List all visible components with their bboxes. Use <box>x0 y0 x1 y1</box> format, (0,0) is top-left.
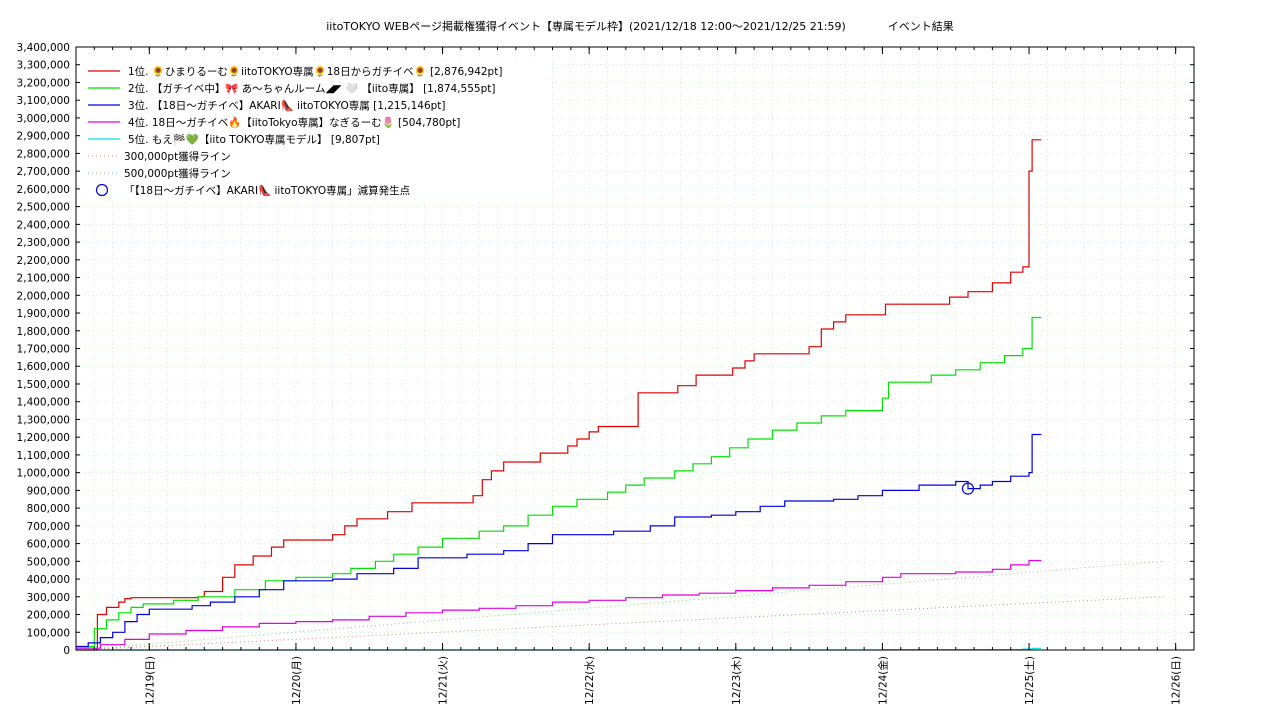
y-tick-label: 2,900,000 <box>17 131 70 143</box>
y-tick-label: 3,200,000 <box>17 77 70 89</box>
legend-background <box>80 60 550 200</box>
y-tick-label: 1,700,000 <box>17 344 70 356</box>
reference-line-6 <box>75 596 1164 651</box>
series-layer <box>76 139 1042 651</box>
legend-label-4: 4位. 18日〜ガチイベ🔥【iitoTokyo専属】なぎるーむ🌷 [504,78… <box>128 116 460 129</box>
y-tick-label: 1,600,000 <box>17 361 70 373</box>
x-tick-label: 12/26(日) <box>1171 656 1183 705</box>
annotation-layer <box>961 482 975 495</box>
y-tick-label: 3,000,000 <box>17 113 70 125</box>
reference-line-7 <box>75 560 1164 651</box>
y-tick-label: 1,800,000 <box>17 326 70 338</box>
series-line-3 <box>76 433 1042 648</box>
x-tick-label: 12/25(土) <box>1023 656 1036 705</box>
x-tick-label: 12/21(火) <box>438 656 450 705</box>
legend-annotation-marker-1 <box>95 183 109 197</box>
series-line-1 <box>76 139 1042 651</box>
x-tick-label: 12/23(木) <box>731 656 743 705</box>
x-tick-label: 12/22(水) <box>584 656 596 705</box>
x-tick-label: 12/19(日) <box>144 656 156 705</box>
y-tick-label: 1,200,000 <box>17 432 70 444</box>
x-tick-label: 12/24(金) <box>876 656 889 705</box>
y-tick-label: 2,000,000 <box>17 290 70 302</box>
y-tick-label: 800,000 <box>27 503 70 515</box>
y-tick-label: 1,900,000 <box>17 308 70 320</box>
y-tick-label: 2,400,000 <box>17 219 70 231</box>
legend-label-1: 1位. 🌻ひまりるーむ🌻iitoTOKYO専属🌻18日からガチイベ🌻 [2,87… <box>128 65 502 78</box>
y-tick-label: 2,600,000 <box>17 184 70 196</box>
annotation-marker-1 <box>961 482 975 495</box>
axis-layer: 0 100,000 200,000 300,000 400,000 500,000 600,… <box>17 42 1194 705</box>
y-tick-label: 900,000 <box>27 485 70 497</box>
y-tick-label: 700,000 <box>27 521 70 533</box>
legend-label-5: 5位. もえ🏁💚【iito TOKYO専属モデル】 [9,807pt] <box>128 133 380 146</box>
x-tick-label: 12/20(月) <box>291 656 303 705</box>
series-line-2 <box>76 316 1042 649</box>
y-tick-label: 1,400,000 <box>17 397 70 409</box>
legend-label-3: 3位. 【18日〜ガチイベ】AKARI👠 iitoTOKYO専属 [1,215,… <box>128 99 446 112</box>
y-tick-label: 2,100,000 <box>17 273 70 285</box>
y-tick-label: 2,500,000 <box>17 202 70 214</box>
y-tick-label: 2,800,000 <box>17 148 70 160</box>
y-tick-label: 1,500,000 <box>17 379 70 391</box>
y-tick-label: 2,300,000 <box>17 237 70 249</box>
series-line-4 <box>76 559 1042 649</box>
y-tick-label: 200,000 <box>27 610 70 622</box>
y-tick-label: 3,400,000 <box>17 42 70 54</box>
y-tick-label: 100,000 <box>27 627 70 639</box>
y-tick-label: 1,300,000 <box>17 414 70 426</box>
y-tick-label: 3,100,000 <box>17 95 70 107</box>
y-tick-label: 300,000 <box>27 592 70 604</box>
legend-annotation-label-1: 「【18日〜ガチイベ】AKARI👠 iitoTOKYO専属」減算発生点 <box>124 184 410 197</box>
legend: 1位. 🌻ひまりるーむ🌻iitoTOKYO専属🌻18日からガチイベ🌻 [2,87… <box>80 60 550 200</box>
y-tick-label: 1,100,000 <box>17 450 70 462</box>
legend-label-2: 2位. 【ガチイベ中】🎀 あ〜ちゃんルーム◢◤ 🤍 【iito専属】 [1,87… <box>128 82 495 95</box>
y-tick-label: 0 <box>63 645 70 657</box>
y-tick-label: 1,000,000 <box>17 468 70 480</box>
chart-title: iitoTOKYO WEBページ掲載権獲得イベント【専属モデル枠】(2021/1… <box>326 20 954 33</box>
legend-label-6: 300,000pt獲得ライン <box>124 150 231 163</box>
y-tick-label: 500,000 <box>27 556 70 568</box>
y-tick-label: 3,300,000 <box>17 60 70 72</box>
y-tick-label: 2,200,000 <box>17 255 70 267</box>
y-tick-label: 400,000 <box>27 574 70 586</box>
legend-label-7: 500,000pt獲得ライン <box>124 167 231 180</box>
reference-lines-layer <box>75 560 1164 651</box>
y-tick-label: 2,700,000 <box>17 166 70 178</box>
y-tick-label: 600,000 <box>27 539 70 551</box>
